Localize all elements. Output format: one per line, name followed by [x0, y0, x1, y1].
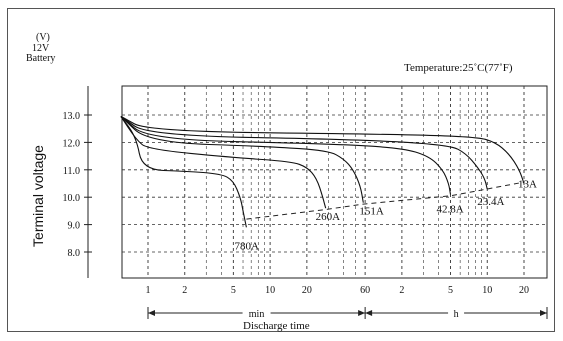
x-tick-label: 2: [182, 285, 187, 296]
y-tick-label: 11.0: [63, 166, 80, 177]
discharge-curve-13a: [120, 115, 525, 184]
x-tick-label: 2: [399, 285, 404, 296]
range-arrowhead: [365, 310, 373, 316]
range-arrowhead: [148, 310, 155, 316]
min-range-label: min: [249, 309, 265, 320]
x-tick-label: 5: [231, 285, 236, 296]
temperature-label: Temperature:25˚C(77˚F): [404, 62, 513, 74]
curve-label-151a: 151A: [359, 206, 384, 218]
cutoff-voltage-line: [246, 181, 525, 220]
x-tick-label: 20: [519, 285, 529, 296]
range-arrowhead: [358, 310, 366, 316]
curve-label-42-8a: 42.8A: [436, 203, 463, 215]
y-tick-label: 10.0: [63, 193, 81, 204]
plot-area: [121, 85, 548, 279]
voltage-label: 12V: [32, 43, 50, 54]
x-tick-label: 10: [265, 285, 275, 296]
y-tick-label: 8.0: [68, 248, 81, 259]
discharge-curve-151a: [120, 116, 364, 203]
curve-label-780a: 780A: [234, 240, 258, 252]
h-range-label: h: [454, 309, 459, 320]
unit-label: (V): [36, 32, 50, 43]
x-tick-label: 1: [146, 285, 151, 296]
x-tick-label: 60: [360, 285, 370, 296]
discharge-curve-260a: [120, 116, 327, 209]
y-tick-label: 13.0: [63, 111, 81, 122]
curve-label-23-4a: 23.4A: [477, 196, 504, 208]
range-arrowhead: [540, 310, 547, 316]
curve-label-13a: 13A: [518, 179, 537, 191]
x-tick-label: 10: [482, 285, 492, 296]
x-tick-label: 20: [302, 285, 312, 296]
y-tick-label: 9.0: [68, 221, 81, 232]
battery-label: Battery: [26, 53, 56, 64]
curve-label-260a: 260A: [316, 211, 341, 223]
discharge-curve-23-4a: [120, 115, 488, 190]
discharge-curve-42-8a: [120, 115, 452, 195]
x-axis-label: Discharge time: [243, 320, 310, 332]
x-tick-label: 5: [448, 285, 453, 296]
y-tick-label: 12.0: [63, 138, 81, 149]
